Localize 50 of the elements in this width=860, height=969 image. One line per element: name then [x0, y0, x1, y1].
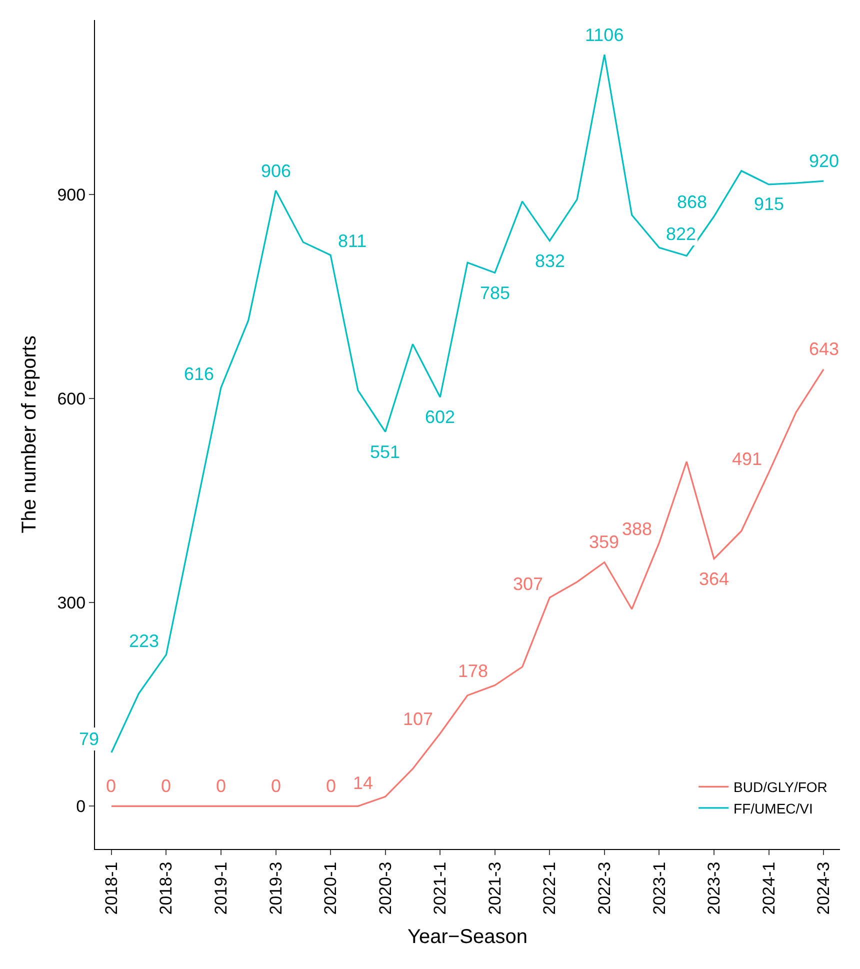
x-tick-label: 2020-3: [376, 862, 395, 915]
data-label: 551: [370, 442, 400, 462]
data-label: 359: [589, 532, 620, 552]
legend-label: FF/UMEC/VI: [734, 800, 813, 816]
data-label: 906: [261, 161, 292, 181]
data-label: 107: [403, 709, 434, 729]
data-label: 0: [106, 776, 116, 796]
data-label: 1106: [585, 25, 624, 45]
data-label: 178: [458, 661, 488, 681]
x-tick-label: 2019-3: [266, 862, 286, 915]
x-tick-label: 2024-3: [814, 862, 834, 915]
y-axis-title: The number of reports: [18, 336, 41, 534]
data-label: 0: [326, 776, 336, 796]
x-tick-label: 2021-1: [430, 862, 450, 915]
y-tick-label: 0: [76, 797, 86, 816]
data-label: 811: [338, 231, 367, 251]
data-label: 822: [666, 224, 696, 244]
data-label: 388: [622, 519, 652, 539]
data-label: 616: [184, 364, 214, 384]
data-label: 920: [809, 151, 840, 171]
x-tick-label: 2024-1: [759, 862, 778, 915]
data-label: 832: [535, 251, 566, 271]
data-label: 915: [754, 194, 784, 214]
data-label: 785: [480, 283, 510, 303]
x-tick-label: 2018-1: [102, 862, 121, 915]
data-label: 0: [161, 776, 172, 796]
y-tick-label: 300: [57, 593, 86, 612]
x-tick-label: 2020-1: [321, 862, 340, 915]
data-label: 0: [216, 776, 226, 796]
data-label: 307: [513, 574, 544, 594]
x-tick-label: 2023-3: [704, 862, 724, 915]
data-label: 491: [732, 449, 762, 469]
x-tick-label: 2019-1: [212, 862, 231, 915]
x-tick-label: 2023-1: [650, 862, 669, 915]
data-label: 223: [129, 631, 160, 651]
y-tick-label: 600: [57, 389, 86, 408]
x-tick-label: 2021-3: [485, 862, 504, 915]
y-tick-label: 900: [57, 186, 86, 205]
x-tick-label: 2022-3: [594, 862, 614, 915]
data-label: 643: [809, 339, 840, 359]
data-label: 868: [677, 192, 708, 212]
data-label: 0: [271, 776, 282, 796]
data-label: 364: [699, 569, 730, 589]
x-axis-title: Year−Season: [408, 926, 528, 948]
legend-label: BUD/GLY/FOR: [734, 779, 828, 796]
x-tick-label: 2018-3: [156, 862, 176, 915]
data-label: 602: [425, 407, 456, 427]
data-label: 79: [79, 729, 100, 749]
x-tick-label: 2022-1: [540, 862, 560, 915]
data-label: 14: [353, 773, 374, 793]
